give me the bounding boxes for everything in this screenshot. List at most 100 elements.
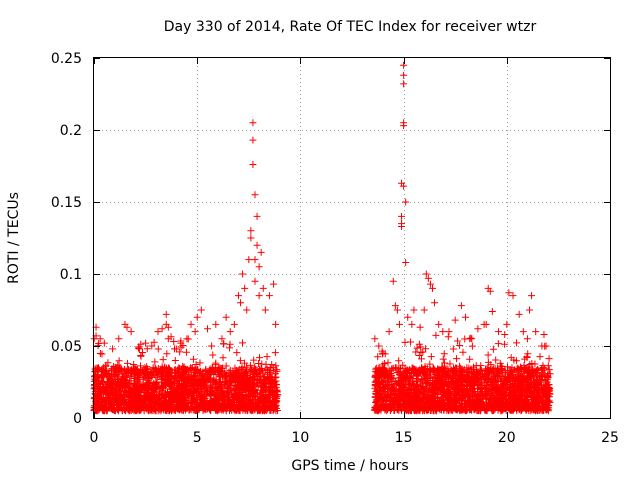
data-point-peak bbox=[208, 342, 216, 350]
data-point bbox=[484, 351, 492, 359]
data-point bbox=[449, 345, 457, 353]
data-point bbox=[440, 406, 448, 414]
data-point bbox=[477, 389, 485, 397]
data-point bbox=[268, 361, 276, 369]
data-point bbox=[462, 393, 470, 401]
data-point-peak bbox=[243, 306, 251, 314]
data-point bbox=[538, 377, 546, 385]
data-point bbox=[182, 348, 190, 356]
data-point bbox=[391, 385, 399, 393]
data-point bbox=[498, 365, 506, 373]
data-point bbox=[395, 401, 403, 409]
data-point bbox=[260, 385, 268, 393]
data-point bbox=[245, 390, 253, 398]
data-point-peak bbox=[204, 325, 212, 333]
data-point-peak bbox=[230, 320, 238, 328]
data-point bbox=[424, 401, 432, 409]
data-point bbox=[121, 381, 129, 389]
data-point bbox=[102, 389, 110, 397]
data-point bbox=[235, 365, 243, 373]
data-point bbox=[109, 403, 117, 411]
data-point bbox=[464, 398, 472, 406]
data-point bbox=[451, 392, 459, 400]
data-point bbox=[250, 356, 258, 364]
data-point bbox=[531, 360, 539, 368]
data-point-peak bbox=[142, 339, 150, 347]
data-point bbox=[102, 362, 110, 370]
data-point bbox=[523, 385, 531, 393]
data-point bbox=[185, 372, 193, 380]
data-point bbox=[91, 385, 99, 393]
data-point bbox=[227, 403, 235, 411]
data-point bbox=[452, 368, 460, 376]
data-point bbox=[520, 361, 528, 369]
data-point bbox=[492, 386, 499, 394]
data-point bbox=[427, 381, 435, 389]
data-point bbox=[211, 391, 219, 399]
data-point bbox=[246, 376, 254, 384]
data-point bbox=[171, 356, 179, 364]
data-point bbox=[163, 350, 171, 358]
data-point bbox=[117, 366, 125, 374]
data-point-peak bbox=[519, 328, 527, 336]
data-point bbox=[414, 388, 422, 396]
data-point-peak bbox=[391, 302, 399, 310]
data-point bbox=[446, 399, 454, 407]
data-point bbox=[432, 400, 440, 408]
data-point bbox=[455, 401, 463, 409]
data-point bbox=[507, 371, 515, 379]
data-point bbox=[546, 386, 554, 394]
y-tick-label: 0.2 bbox=[60, 123, 82, 139]
data-point bbox=[138, 349, 146, 357]
data-point bbox=[493, 364, 501, 372]
data-point bbox=[390, 389, 398, 397]
data-point bbox=[525, 366, 533, 374]
data-point bbox=[440, 364, 448, 372]
data-point bbox=[479, 371, 487, 379]
data-point-peak bbox=[400, 122, 408, 130]
data-point bbox=[221, 392, 229, 400]
data-point-peak bbox=[515, 310, 523, 318]
data-point bbox=[240, 385, 248, 393]
data-point bbox=[204, 388, 212, 396]
data-point-peak bbox=[100, 339, 108, 347]
data-point bbox=[268, 401, 276, 409]
data-point bbox=[473, 379, 481, 387]
data-point bbox=[170, 390, 178, 398]
data-point bbox=[414, 381, 422, 389]
data-point bbox=[440, 350, 448, 358]
data-point bbox=[183, 385, 191, 393]
data-point bbox=[120, 365, 128, 373]
grid-layer bbox=[94, 58, 610, 418]
data-point bbox=[536, 353, 544, 361]
data-point bbox=[151, 358, 159, 366]
data-point bbox=[216, 364, 224, 372]
data-point bbox=[177, 373, 185, 381]
data-point bbox=[472, 399, 480, 407]
data-point bbox=[227, 378, 235, 386]
data-point bbox=[188, 380, 196, 388]
data-point bbox=[513, 339, 521, 347]
data-point bbox=[124, 359, 132, 367]
data-point bbox=[413, 344, 421, 352]
data-point bbox=[457, 385, 465, 393]
data-point bbox=[412, 400, 420, 408]
data-point-peak bbox=[431, 299, 439, 307]
data-point-peak bbox=[542, 342, 550, 350]
data-point bbox=[234, 396, 242, 404]
data-point bbox=[141, 393, 149, 401]
data-point bbox=[424, 406, 432, 414]
data-point bbox=[373, 406, 381, 414]
data-point bbox=[417, 385, 425, 393]
data-point bbox=[476, 391, 484, 399]
data-point bbox=[133, 376, 141, 384]
data-point bbox=[482, 391, 490, 399]
data-point bbox=[188, 391, 196, 399]
data-point bbox=[96, 380, 104, 388]
data-point-peak bbox=[428, 284, 436, 292]
data-point bbox=[447, 366, 455, 374]
x-tick-label: 25 bbox=[601, 430, 619, 446]
data-point bbox=[99, 371, 107, 379]
data-point bbox=[230, 372, 238, 380]
data-point bbox=[267, 402, 275, 410]
